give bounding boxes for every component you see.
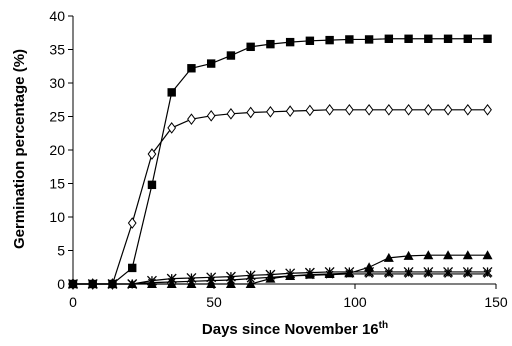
data-point-triangle — [364, 262, 375, 272]
x-axis-title: Days since November 16th — [202, 320, 388, 338]
data-point-square — [226, 51, 236, 60]
data-point-square — [167, 88, 176, 97]
data-point-triangle — [462, 250, 473, 260]
data-point-diamond — [266, 105, 275, 118]
series-layer — [68, 34, 493, 290]
y-tick-label: 25 — [49, 109, 65, 125]
data-point-triangle — [482, 250, 493, 260]
series-line — [73, 273, 488, 285]
series-filled-triangle — [68, 250, 493, 288]
data-point-triangle — [403, 250, 414, 260]
data-point-diamond — [423, 103, 433, 116]
data-point-diamond — [246, 106, 256, 119]
x-tick-label: 50 — [206, 294, 222, 310]
data-point-triangle — [344, 268, 355, 278]
data-point-diamond — [463, 103, 473, 116]
data-point-diamond — [305, 104, 315, 117]
data-point-triangle — [265, 273, 276, 283]
x-axis-title-superscript: th — [379, 320, 388, 331]
data-point-square — [187, 64, 196, 73]
data-point-triangle — [304, 269, 315, 279]
data-point-square — [285, 37, 295, 47]
data-point-triangle — [245, 279, 256, 288]
data-point-diamond — [187, 113, 196, 126]
data-point-triangle — [206, 279, 217, 288]
data-point-asterisk — [383, 266, 394, 277]
data-point-square — [266, 39, 275, 49]
series-line — [73, 254, 488, 285]
series-line — [73, 38, 488, 285]
data-point-triangle — [166, 279, 177, 288]
data-point-triangle — [186, 279, 197, 288]
data-point-asterisk — [423, 266, 434, 277]
series-open-diamond — [68, 103, 492, 290]
data-point-diamond — [127, 217, 137, 229]
series-line — [73, 109, 488, 285]
data-point-square — [345, 35, 354, 44]
data-point-square — [206, 59, 216, 68]
x-tick-label: 100 — [343, 294, 367, 310]
data-point-square — [305, 36, 315, 45]
data-point-triangle — [383, 252, 394, 262]
data-point-diamond — [443, 103, 453, 116]
data-point-square — [364, 35, 374, 44]
data-point-square — [404, 34, 413, 43]
data-point-square — [108, 279, 117, 289]
x-tick-label: 150 — [484, 294, 508, 310]
data-point-diamond — [226, 107, 236, 120]
data-point-triangle — [324, 268, 335, 278]
x-axis: 0 50 100 150 — [69, 283, 508, 310]
y-tick-label: 0 — [57, 276, 65, 292]
data-point-triangle — [423, 250, 434, 260]
data-point-triangle — [127, 279, 138, 288]
data-point-square — [128, 263, 137, 273]
y-tick-label: 10 — [49, 209, 65, 225]
data-point-diamond — [167, 122, 177, 134]
data-point-triangle — [225, 279, 236, 288]
y-tick-label: 30 — [49, 75, 65, 91]
data-point-diamond — [384, 103, 394, 116]
data-point-diamond — [404, 103, 413, 116]
data-point-triangle — [443, 250, 454, 260]
data-point-diamond — [325, 103, 334, 116]
data-point-asterisk — [482, 266, 493, 277]
y-tick-label: 20 — [49, 142, 65, 158]
data-point-square — [246, 42, 255, 52]
data-point-square — [424, 34, 433, 43]
data-point-square — [68, 279, 78, 289]
data-point-square — [384, 34, 394, 43]
data-point-square — [325, 35, 334, 45]
series-filled-square — [68, 34, 492, 289]
data-point-triangle — [146, 279, 157, 288]
data-point-square — [483, 34, 492, 43]
data-point-diamond — [147, 148, 157, 160]
y-tick-label: 35 — [49, 42, 65, 58]
y-tick-label: 40 — [49, 8, 65, 24]
series-line — [73, 271, 488, 285]
data-point-diamond — [483, 103, 492, 116]
y-tick-label: 15 — [49, 176, 65, 192]
data-point-asterisk — [443, 266, 454, 277]
data-point-triangle — [285, 270, 296, 280]
data-point-diamond — [206, 109, 216, 122]
x-axis-title-main: Days since November 16 — [202, 321, 379, 338]
data-point-square — [443, 34, 453, 43]
data-point-square — [463, 34, 472, 43]
data-point-asterisk — [403, 266, 414, 277]
y-axis: 0 5 10 15 20 25 30 35 40 — [49, 8, 74, 292]
data-point-square — [147, 180, 157, 190]
data-point-asterisk — [245, 270, 256, 281]
data-point-diamond — [364, 103, 374, 116]
y-tick-label: 5 — [57, 243, 65, 259]
data-point-asterisk — [462, 266, 473, 277]
data-point-square — [88, 279, 97, 289]
y-axis-title: Germination percentage (%) — [11, 49, 28, 249]
data-point-diamond — [285, 105, 295, 117]
data-point-diamond — [344, 103, 354, 116]
x-tick-label: 0 — [69, 294, 77, 310]
